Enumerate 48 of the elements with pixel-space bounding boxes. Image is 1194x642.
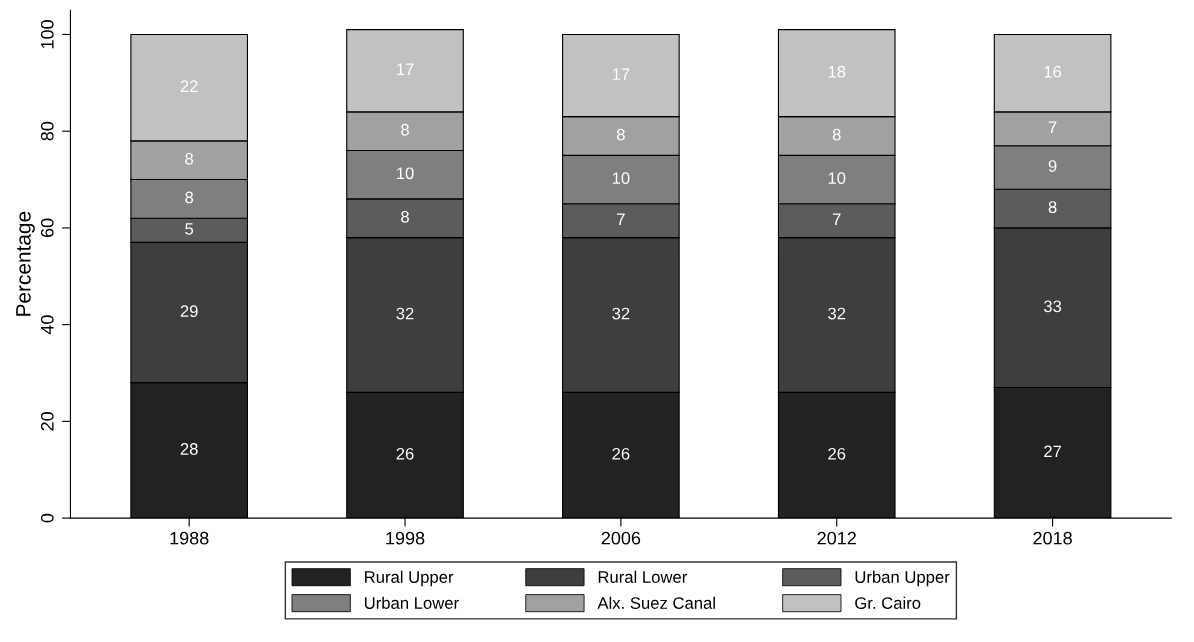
data-label: 7 xyxy=(617,213,625,225)
y-tick-label: 40 xyxy=(40,315,54,335)
data-label: 32 xyxy=(612,307,630,320)
y-axis-title: Percentage xyxy=(16,211,35,316)
data-label: 8 xyxy=(401,123,409,136)
data-label: 27 xyxy=(1044,445,1062,458)
y-tick-label: 80 xyxy=(40,121,54,141)
data-label: 10 xyxy=(828,172,846,185)
legend-label: Gr. Cairo xyxy=(855,596,921,609)
data-label: 33 xyxy=(1043,300,1062,313)
data-label: 5 xyxy=(185,223,194,235)
data-label: 32 xyxy=(828,307,846,320)
data-label: 16 xyxy=(1044,65,1062,78)
x-tick-label: 1998 xyxy=(386,531,425,545)
legend-label: Urban Upper xyxy=(855,570,950,587)
legend-label: Rural Lower xyxy=(598,570,687,583)
data-label: 17 xyxy=(397,63,414,76)
data-label: 26 xyxy=(396,447,414,460)
data-label: 7 xyxy=(832,213,841,225)
x-tick-label: 1988 xyxy=(170,531,209,545)
data-label: 28 xyxy=(180,443,198,455)
data-label: 18 xyxy=(828,65,846,78)
data-label: 9 xyxy=(1048,160,1057,172)
y-tick-label: 100 xyxy=(40,20,54,49)
data-label: 26 xyxy=(612,447,630,460)
data-label: 8 xyxy=(185,191,194,204)
data-label: 10 xyxy=(612,172,630,185)
legend-label: Rural Upper xyxy=(365,570,454,587)
data-label: 32 xyxy=(396,307,414,320)
data-label: 29 xyxy=(180,305,198,318)
data-label: 8 xyxy=(616,128,625,141)
data-label: 8 xyxy=(832,128,841,141)
data-label: 8 xyxy=(401,210,409,223)
data-label: 10 xyxy=(397,167,414,180)
data-label: 8 xyxy=(185,152,194,165)
x-tick-label: 2018 xyxy=(1033,531,1072,545)
data-label: 26 xyxy=(828,447,846,460)
data-label: 22 xyxy=(180,80,198,92)
legend-label: Urban Lower xyxy=(364,596,459,609)
data-label: 17 xyxy=(612,68,630,80)
legend-label: Alx. Suez Canal xyxy=(597,596,715,609)
x-tick-label: 2006 xyxy=(601,531,641,545)
x-tick-label: 2012 xyxy=(817,531,856,545)
y-tick-label: 60 xyxy=(40,218,54,238)
data-label: 7 xyxy=(1048,121,1057,134)
y-tick-label: 0 xyxy=(40,513,54,523)
y-tick-label: 20 xyxy=(40,412,54,431)
data-label: 8 xyxy=(1048,201,1057,214)
